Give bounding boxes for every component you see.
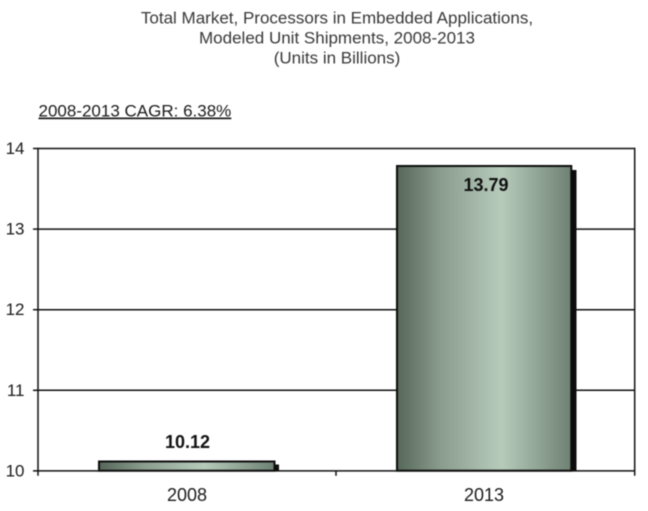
svg-text:2008: 2008 bbox=[167, 485, 207, 505]
svg-text:14: 14 bbox=[6, 139, 25, 158]
svg-text:13: 13 bbox=[6, 220, 25, 239]
svg-text:2008-2013 CAGR: 6.38%: 2008-2013 CAGR: 6.38% bbox=[39, 102, 232, 121]
svg-text:11: 11 bbox=[7, 381, 25, 400]
svg-text:2013: 2013 bbox=[464, 485, 504, 505]
svg-text:10: 10 bbox=[6, 461, 25, 480]
svg-text:12: 12 bbox=[6, 300, 25, 319]
svg-text:Modeled Unit Shipments, 2008-2: Modeled Unit Shipments, 2008-2013 bbox=[199, 29, 475, 48]
svg-text:Total Market, Processors in Em: Total Market, Processors in Embedded App… bbox=[141, 9, 533, 28]
svg-text:(Units in Billions): (Units in Billions) bbox=[274, 49, 401, 68]
svg-text:10.12: 10.12 bbox=[165, 432, 210, 452]
svg-text:13.79: 13.79 bbox=[463, 175, 508, 195]
